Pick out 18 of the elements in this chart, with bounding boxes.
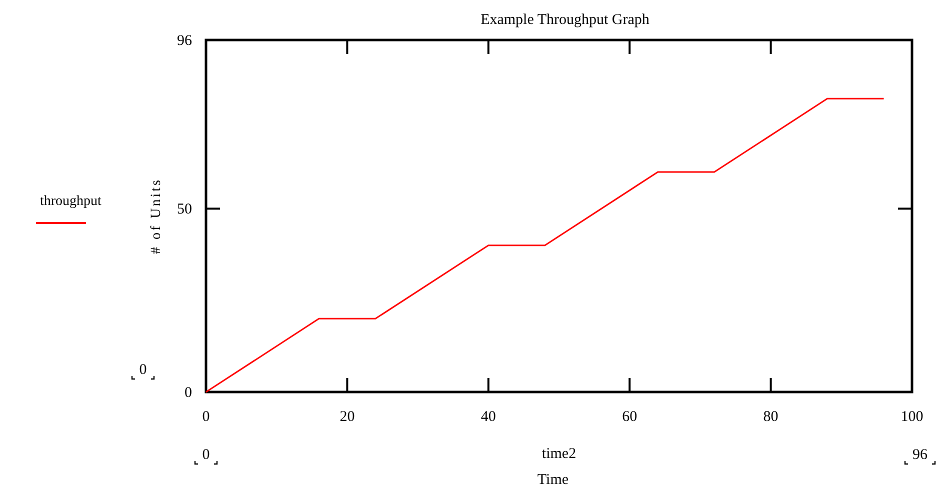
x-tick-label: 80 <box>763 409 778 425</box>
y-tick-label: 50 <box>177 202 192 218</box>
x-tick-label: 20 <box>340 409 355 425</box>
text: time2 <box>542 446 576 462</box>
text: 0 <box>202 447 210 463</box>
x-tick-label: 0 <box>202 409 210 425</box>
text: 96 <box>912 447 928 463</box>
y-axis-title: # of Units <box>149 178 164 254</box>
x-tick-label: 60 <box>622 409 638 425</box>
text: 0 <box>139 362 147 378</box>
line-series <box>205 98 885 393</box>
x-tick-label: 40 <box>480 409 496 425</box>
chart-title: Example Throughput Graph <box>480 12 650 28</box>
x-axis-title: Time <box>537 472 569 488</box>
y-tick-label: 0 <box>184 385 192 401</box>
text: throughput <box>40 194 102 209</box>
y-tick-label: 96 <box>177 33 192 49</box>
x-tick-label: 100 <box>900 409 924 425</box>
